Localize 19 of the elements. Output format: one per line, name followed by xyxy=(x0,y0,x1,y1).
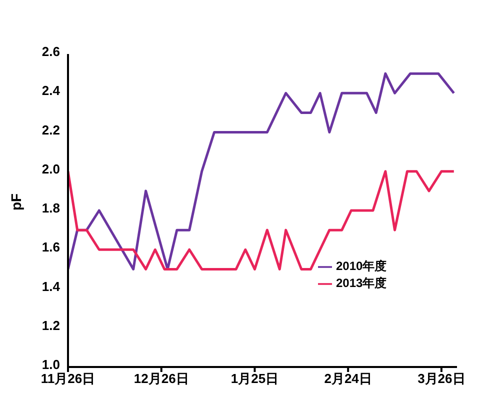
line-series xyxy=(68,170,456,270)
y-tick-label: 1.0 xyxy=(42,357,60,372)
y-tick-label: 1.6 xyxy=(42,240,60,255)
legend-label: 2013年度 xyxy=(336,276,387,290)
x-tick-label: 12月26日 xyxy=(134,371,189,386)
x-tick-label: 3月26日 xyxy=(418,371,466,386)
x-tick-label: 11月26日 xyxy=(40,371,96,386)
y-tick-label: 1.8 xyxy=(42,200,60,216)
y-tick-label: 1.2 xyxy=(42,318,60,333)
y-tick-label: 2.2 xyxy=(42,122,60,138)
y-tick-label: 2.0 xyxy=(42,161,60,176)
y-tick-label: 2.6 xyxy=(42,44,60,60)
y-tick-label: 1.4 xyxy=(42,278,61,294)
line-series xyxy=(68,72,456,270)
x-tick-label: 1月25日 xyxy=(230,371,279,386)
x-tick-label: 2月24日 xyxy=(324,371,372,386)
legend-label: 2010年度 xyxy=(336,259,387,273)
y-axis-title: pF xyxy=(8,192,24,210)
y-tick-label: 2.4 xyxy=(42,83,61,98)
